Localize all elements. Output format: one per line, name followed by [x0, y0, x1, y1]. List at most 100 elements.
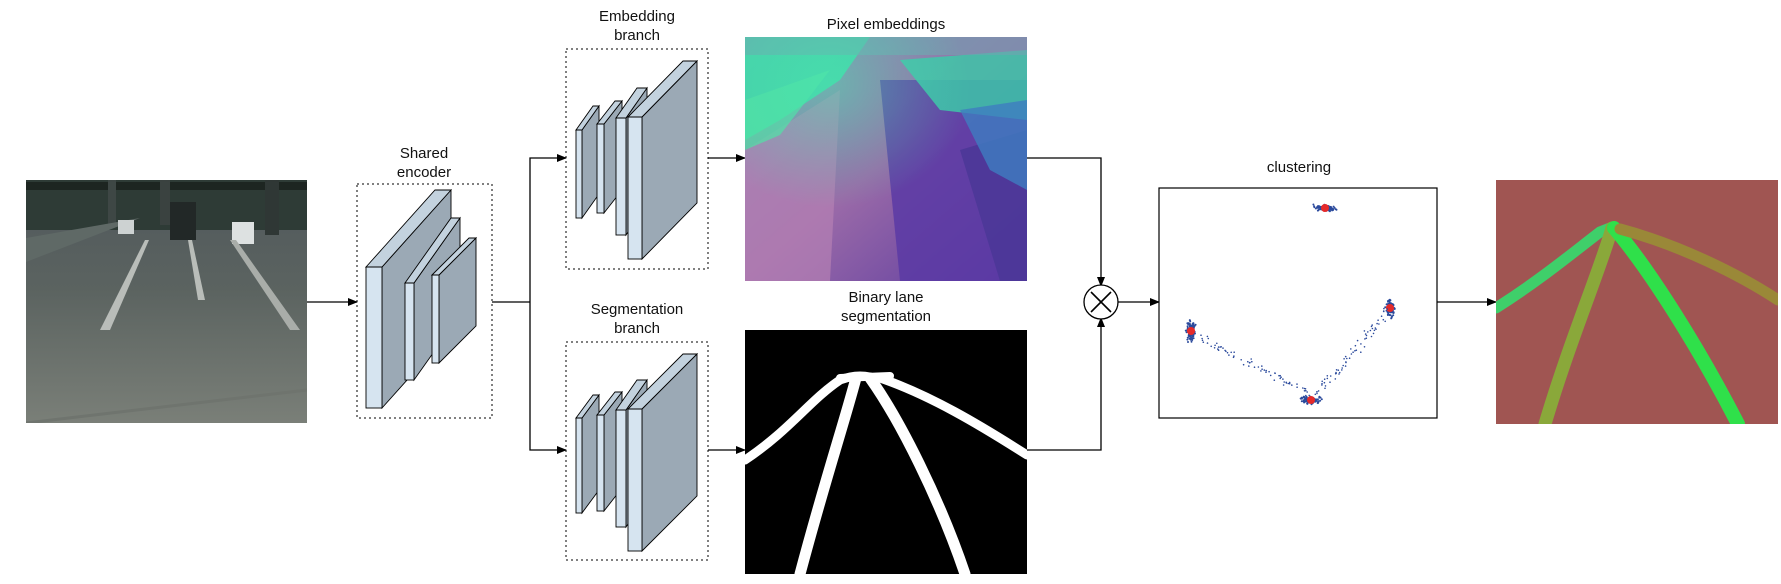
scatter-point: [1377, 319, 1379, 322]
scatter-point: [1251, 360, 1253, 363]
scatter-point: [1380, 315, 1383, 318]
cluster-point: [1392, 311, 1395, 314]
scatter-point: [1316, 392, 1318, 395]
scatter-point: [1321, 380, 1323, 383]
cluster-center: [1386, 304, 1394, 312]
scatter-point: [1326, 377, 1329, 380]
scatter-point: [1363, 346, 1366, 348]
output-instance-segmentation-image: [1496, 180, 1778, 424]
scatter-point: [1365, 337, 1368, 340]
scatter-point: [1201, 337, 1203, 340]
scatter-point: [1338, 373, 1340, 375]
scatter-point: [1370, 335, 1373, 338]
scatter-point: [1303, 387, 1306, 390]
scatter-point: [1261, 368, 1263, 371]
scatter-point: [1285, 382, 1288, 384]
clustering-plot: [1158, 187, 1438, 419]
binary-segmentation-label-line2: segmentation: [841, 308, 931, 325]
cluster-point: [1313, 206, 1316, 209]
cluster-point: [1300, 400, 1303, 403]
cluster-point: [1317, 209, 1320, 212]
cluster-point: [1329, 206, 1332, 209]
shared-encoder-label-line2: encoder: [397, 164, 451, 181]
scatter-point: [1314, 393, 1317, 396]
cluster-point: [1303, 398, 1306, 401]
scatter-point: [1376, 322, 1378, 325]
shared-encoder-label-line1: Shared: [400, 145, 448, 162]
scatter-point: [1260, 370, 1262, 372]
scatter-point: [1265, 371, 1267, 374]
embedding-branch-label-line2: branch: [614, 27, 660, 44]
cluster-point: [1303, 400, 1306, 403]
binary-segmentation-label-line1: Binary lane: [848, 289, 923, 306]
cluster-center: [1187, 327, 1195, 335]
scatter-point: [1288, 382, 1291, 385]
scatter-point: [1321, 384, 1323, 386]
embedding-branch-layers: [575, 59, 699, 261]
scatter-point: [1384, 320, 1386, 323]
scatter-point: [1213, 347, 1216, 349]
scatter-point: [1216, 342, 1218, 345]
clustering-label: clustering: [1267, 159, 1331, 176]
scatter-point: [1374, 327, 1377, 329]
scatter-point: [1371, 327, 1374, 330]
scatter-point: [1326, 375, 1329, 377]
scatter-point: [1217, 348, 1219, 350]
scatter-point: [1350, 348, 1352, 350]
cluster-center: [1321, 204, 1329, 212]
cluster-point: [1314, 207, 1317, 210]
scatter-point: [1225, 350, 1227, 353]
scatter-point: [1382, 318, 1385, 321]
scatter-point: [1383, 307, 1385, 310]
scatter-point: [1343, 358, 1345, 360]
scatter-point: [1226, 351, 1229, 354]
cluster-center: [1307, 396, 1315, 404]
scatter-point: [1268, 370, 1270, 373]
scatter-point: [1341, 367, 1343, 369]
encoder-layers: [364, 188, 478, 410]
scatter-point: [1247, 360, 1249, 363]
scatter-point: [1230, 351, 1232, 354]
scatter-point: [1321, 382, 1323, 385]
cluster-point: [1319, 399, 1322, 402]
scatter-point: [1248, 365, 1250, 367]
scatter-point: [1378, 323, 1380, 325]
scatter-point: [1302, 397, 1304, 399]
scatter-point: [1274, 372, 1276, 375]
cluster-point: [1316, 206, 1319, 209]
cluster-point: [1388, 313, 1391, 316]
cluster-point: [1191, 334, 1194, 337]
cluster-point: [1299, 397, 1302, 400]
scatter-point: [1248, 362, 1251, 364]
scatter-point: [1323, 381, 1326, 384]
scatter-point: [1273, 379, 1276, 382]
scatter-point: [1202, 341, 1205, 344]
cluster-point: [1317, 400, 1320, 403]
scatter-point: [1334, 372, 1337, 375]
pixel-embeddings-label: Pixel embeddings: [827, 16, 945, 33]
scatter-point: [1369, 329, 1372, 332]
scatter-point: [1355, 349, 1358, 352]
scatter-point: [1253, 366, 1256, 369]
scatter-point: [1375, 328, 1377, 331]
embedding-branch-label-line1: Embedding: [599, 8, 675, 25]
scatter-point: [1354, 344, 1357, 347]
scatter-point: [1279, 374, 1281, 377]
cluster-point: [1193, 324, 1196, 327]
scatter-point: [1217, 349, 1220, 352]
scatter-point: [1217, 346, 1220, 348]
segmentation-branch-label-line1: Segmentation: [591, 301, 684, 318]
scatter-point: [1228, 354, 1230, 356]
scatter-point: [1305, 394, 1307, 397]
scatter-point: [1296, 383, 1298, 385]
scatter-point: [1296, 386, 1298, 389]
scatter-point: [1342, 364, 1344, 367]
scatter-point: [1371, 324, 1373, 326]
scatter-point: [1206, 335, 1209, 338]
scatter-point: [1373, 329, 1376, 332]
scatter-point: [1279, 377, 1281, 380]
scatter-point: [1287, 382, 1290, 385]
cluster-point: [1190, 340, 1193, 343]
scatter-point: [1220, 346, 1222, 348]
scatter-point: [1386, 311, 1389, 313]
